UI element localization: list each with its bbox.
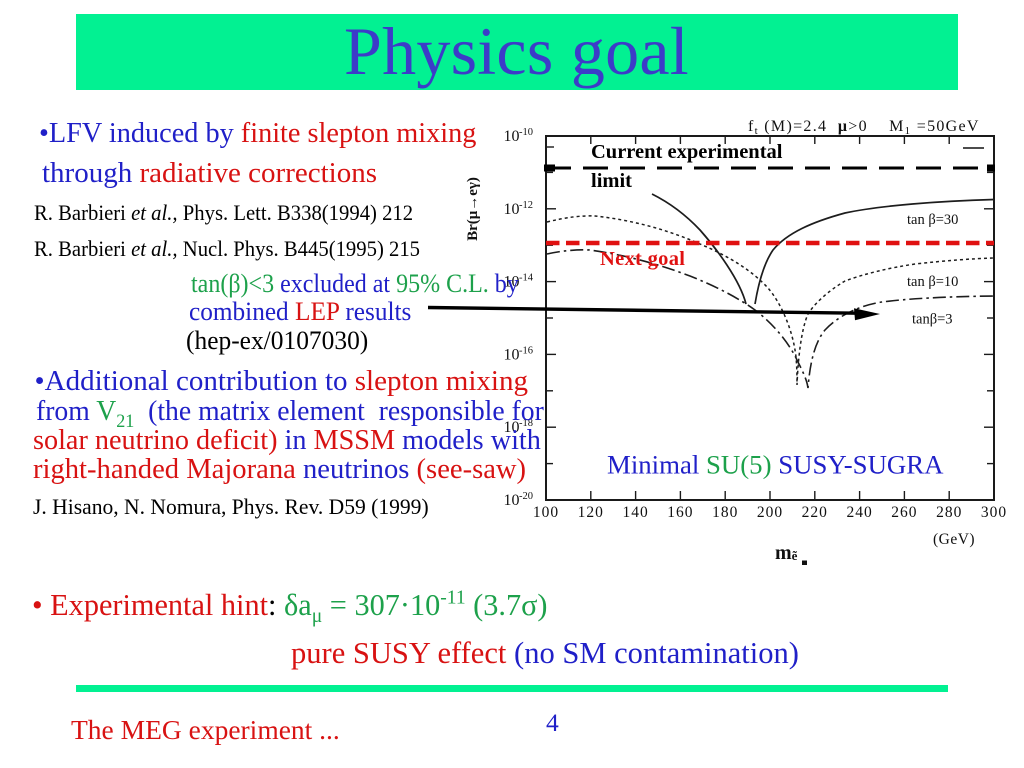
svg-text:Br(μ→eγ): Br(μ→eγ) [465, 177, 481, 241]
svg-text:mẽ: mẽ [775, 542, 798, 564]
svg-text:tanβ=3: tanβ=3 [912, 312, 953, 328]
svg-text:Minimal SU(5) SUSY-SUGRA: Minimal SU(5) SUSY-SUGRA [607, 450, 944, 480]
svg-text:tan β=10: tan β=10 [907, 274, 958, 290]
svg-text:10: 10 [504, 128, 520, 145]
svg-text:10: 10 [504, 492, 520, 509]
svg-text:Next goal: Next goal [600, 248, 685, 270]
svg-text:10: 10 [504, 274, 520, 291]
svg-text:-10: -10 [519, 127, 533, 138]
svg-text:Current experimental: Current experimental [591, 141, 783, 163]
svg-text:260: 260 [891, 504, 917, 521]
svg-text:300: 300 [981, 504, 1007, 521]
svg-text:10: 10 [504, 419, 520, 436]
svg-text:10: 10 [504, 346, 520, 363]
svg-text:-12: -12 [519, 200, 533, 211]
svg-text:-16: -16 [519, 345, 533, 356]
svg-text:100: 100 [533, 504, 559, 521]
svg-text:200: 200 [757, 504, 783, 521]
svg-text:-18: -18 [519, 418, 533, 429]
svg-text:140: 140 [622, 504, 648, 521]
svg-text:220: 220 [802, 504, 828, 521]
svg-text:10: 10 [504, 201, 520, 218]
svg-text:160: 160 [667, 504, 693, 521]
svg-text:-20: -20 [519, 491, 533, 502]
svg-text:280: 280 [936, 504, 962, 521]
svg-text:240: 240 [846, 504, 872, 521]
svg-text:limit: limit [591, 170, 632, 192]
svg-text:120: 120 [578, 504, 604, 521]
svg-text:-14: -14 [519, 273, 534, 284]
svg-text:tan β=30: tan β=30 [907, 212, 958, 228]
svg-text:(GeV): (GeV) [933, 531, 975, 548]
svg-text:180: 180 [712, 504, 738, 521]
svg-text:ft (M)=2.4 μ>0 M1 =50GeV: ft (M)=2.4 μ>0 M1 =50GeV [748, 118, 980, 137]
